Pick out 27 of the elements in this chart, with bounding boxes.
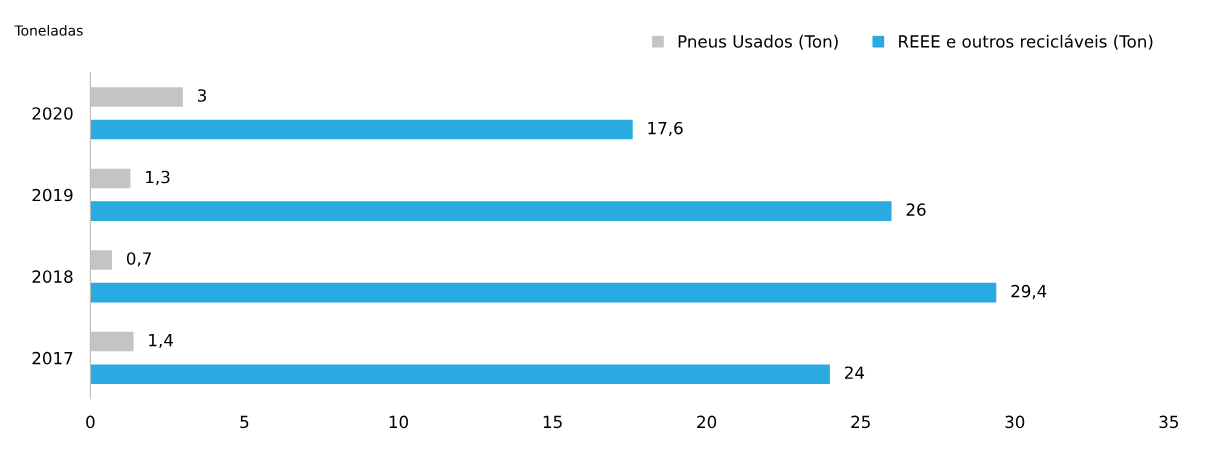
x-tick-label: 5 — [240, 415, 249, 429]
y-tick-label: 2017 — [32, 351, 73, 365]
y-tick-label: 2019 — [32, 188, 73, 202]
data-label: 17,6 — [648, 121, 683, 137]
legend-label: Pneus Usados (Ton) — [678, 34, 838, 50]
x-tick-label: 10 — [389, 415, 409, 429]
bar — [90, 119, 633, 140]
data-label: 0,7 — [126, 252, 151, 267]
x-tick-label: 35 — [1159, 415, 1178, 429]
data-label: 1,4 — [149, 334, 173, 349]
chart-title: Toneladas — [14, 24, 83, 36]
x-tick-label: 0 — [86, 415, 95, 429]
x-tick-label: 15 — [543, 415, 562, 429]
data-label: 29,4 — [1011, 284, 1047, 300]
data-label: 24 — [845, 366, 865, 379]
data-label: 26 — [906, 203, 926, 216]
x-tick-label: 20 — [697, 415, 717, 429]
bar — [90, 282, 997, 303]
y-tick-label: 2020 — [32, 107, 73, 120]
data-label: 3 — [197, 89, 206, 102]
x-tick-label: 25 — [851, 415, 870, 429]
data-label: 1,3 — [146, 170, 170, 186]
x-tick-label: 30 — [1005, 415, 1025, 429]
bar — [90, 364, 830, 384]
legend-label: REEE e outros recicláveis (Ton) — [899, 34, 1153, 50]
y-tick-label: 2018 — [32, 270, 73, 283]
bar — [90, 201, 892, 221]
